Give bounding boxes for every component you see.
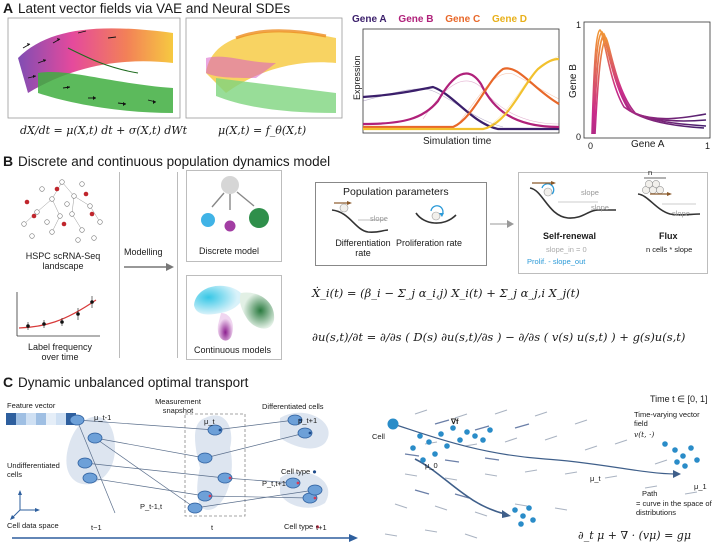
- proliferation-cup-icon: [415, 205, 457, 224]
- phase-ytick-0: 0: [576, 132, 582, 142]
- mu-1-label: μ_1: [694, 482, 707, 491]
- mu-t-right-label: μ_t: [590, 474, 601, 483]
- path-label: Path: [642, 489, 658, 498]
- population-parameters-box: [315, 182, 487, 266]
- t-plus-label: t+1: [316, 523, 327, 532]
- legend-gene-a: Gene A: [352, 14, 387, 25]
- timeline-arrow: [12, 534, 358, 542]
- gene-b-axis-label: Gene B: [568, 64, 579, 98]
- phase-portrait-chart: [583, 21, 711, 139]
- t-minus-label: t−1: [91, 523, 102, 532]
- phase-xtick-1: 1: [705, 141, 711, 151]
- label-frequency-plot: [16, 292, 100, 337]
- section-c-letter: C: [3, 374, 14, 390]
- section-a-letter: A: [3, 0, 14, 16]
- modelling-label: Modelling: [124, 247, 163, 257]
- flux-n-label: n: [648, 168, 653, 177]
- vae-vector-field-plot: [7, 17, 181, 119]
- slope-label-sr-in: slope: [581, 188, 599, 197]
- label-frequency-text: Label frequency over time: [27, 342, 93, 362]
- path-description: = curve in the space of distributions: [636, 499, 712, 517]
- vector-flow-field: [384, 409, 700, 539]
- continuous-models-label: Continuous models: [194, 345, 272, 355]
- section-b-title: Discrete and continuous population dynam…: [18, 154, 331, 169]
- continuous-pde-equation: ∂u(s,t)/∂t = ∂/∂s ( D(s) ∂u(s,t)/∂s ) − …: [312, 330, 686, 344]
- section-a-title: Latent vector fields via VAE and Neural …: [18, 1, 291, 16]
- p-t-minus-label: P_t-1,t: [140, 502, 163, 511]
- discrete-model-box: [186, 170, 282, 262]
- discrete-model-diagram: [201, 176, 269, 232]
- slope-label-diff: slope: [370, 214, 388, 223]
- neural-sde-trajectories-plot: [185, 17, 343, 119]
- gene-expression-chart: [362, 28, 560, 134]
- mu-t-minus-label: μ_t-1: [94, 413, 112, 422]
- discrete-model-label: Discrete model: [199, 246, 260, 256]
- t-label: t: [211, 523, 214, 532]
- phase-ytick-1: 1: [576, 20, 582, 30]
- self-renewal-icon: [529, 181, 616, 219]
- feature-vector-label: Feature vector: [7, 401, 56, 410]
- v-field-label: v(t, ·): [634, 430, 655, 439]
- section-c-title: Dynamic unbalanced optimal transport: [18, 375, 249, 390]
- continuity-equation: ∂_t μ + ∇ · (vμ) = gμ: [578, 529, 691, 542]
- measurement-snapshot-label: Measurement snapshot: [155, 397, 201, 415]
- hspc-landscape-graph: [21, 179, 103, 243]
- self-renewal-label: Self-renewal: [543, 231, 597, 241]
- optimal-transport-diagram: [66, 412, 329, 517]
- cell-data-space-label: Cell data space: [7, 521, 59, 530]
- modelling-divider-right: [177, 172, 178, 358]
- phase-xtick-0: 0: [588, 141, 594, 151]
- cell-label: Cell: [372, 432, 385, 441]
- discrete-ode-equation: Ẋ_i(t) = (β_i − Σ_j α_i,j) X_i(t) + Σ_j …: [312, 286, 580, 300]
- time-varying-label: Time-varying vector field: [634, 410, 700, 428]
- self-renewal-flux-box: [518, 172, 708, 274]
- slope-label-flux: slope: [672, 209, 690, 218]
- hspc-label: HSPC scRNA-Seq landscape: [25, 251, 101, 271]
- modelling-arrow-icon: [124, 263, 174, 271]
- flux-eq: n cells * slope: [646, 245, 693, 254]
- gene-legend: Gene A Gene B Gene C Gene D: [352, 14, 557, 28]
- sde-equation: dX/dt = μ(X,t) dt + σ(X,t) dWt: [20, 124, 188, 137]
- legend-gene-c: Gene C: [445, 14, 481, 25]
- gene-a-axis-label: Gene A: [631, 139, 665, 150]
- undifferentiated-cells-label: Undifferentiated cells: [7, 461, 60, 479]
- flux-label: Flux: [659, 231, 678, 241]
- section-b-letter: B: [3, 153, 14, 169]
- simulation-time-label: Simulation time: [423, 136, 492, 147]
- prolif-slope-eq: Prolif. - slope_out: [527, 257, 586, 266]
- modelling-divider-left: [119, 172, 120, 358]
- drift-equation: μ(X,t) = f_θ(X,t): [218, 124, 307, 137]
- cell-type-blue-label: Cell type ●: [281, 467, 317, 476]
- time-range-label: Time t ∈ [0, 1]: [650, 394, 708, 404]
- mu-0-label: μ_0: [425, 461, 438, 470]
- mu-t-plus-label: μ_t+1: [298, 416, 318, 425]
- grad-f-label: ∇f: [451, 417, 459, 426]
- continuous-model-box: [186, 275, 282, 360]
- differentiation-slope-icon: [331, 201, 389, 234]
- differentiation-rate-label: Differentiation rate: [335, 238, 391, 258]
- population-parameters-title: Population parameters: [343, 186, 449, 198]
- legend-gene-d: Gene D: [492, 14, 528, 25]
- proliferation-rate-label: Proliferation rate: [396, 238, 463, 248]
- p-t-plus-label: P_t,t+1: [262, 479, 286, 488]
- cell-type-red-label: Cell type ●: [284, 522, 320, 531]
- cell-data-space-axes-icon: [10, 490, 40, 520]
- mu-t-label: μ_t: [204, 417, 215, 426]
- differentiated-cells-label: Differentiated cells: [262, 402, 324, 411]
- slope-label-sr-out: slope: [591, 203, 609, 212]
- continuous-model-diagram: [194, 285, 275, 341]
- flux-icon: [637, 177, 701, 216]
- params-arrow-icon: [490, 220, 514, 228]
- self-renewal-eq: slope_in = 0: [546, 245, 587, 254]
- legend-gene-b: Gene B: [398, 14, 434, 25]
- expression-axis-label: Expression: [352, 55, 362, 100]
